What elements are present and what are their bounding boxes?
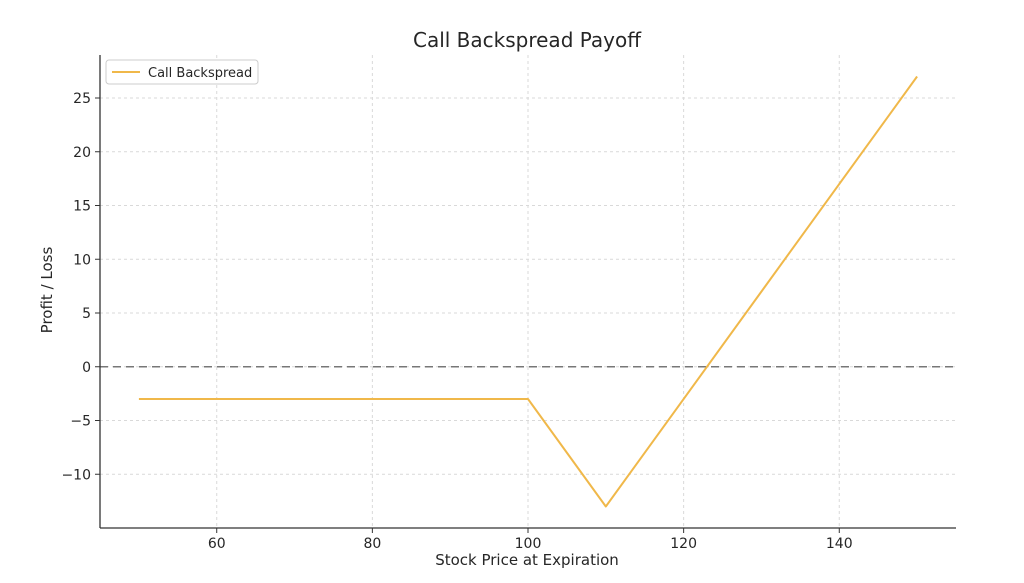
grid-layer <box>100 55 956 528</box>
chart-title: Call Backspread Payoff <box>413 28 642 52</box>
y-tick-label: 10 <box>73 252 91 268</box>
y-tick-label: −10 <box>61 467 91 483</box>
y-axis-label: Profit / Loss <box>38 247 56 334</box>
x-axis-label: Stock Price at Expiration <box>435 551 619 569</box>
series-line-call-backspread <box>138 75 918 508</box>
y-tick-label: 25 <box>73 91 91 107</box>
y-tick-label: −5 <box>70 414 91 430</box>
y-tick-label: 5 <box>82 306 91 322</box>
x-tick-label: 60 <box>208 536 226 552</box>
y-tick-label: 15 <box>73 199 91 215</box>
y-tick-label: 0 <box>82 360 91 376</box>
y-tick-label: 20 <box>73 145 91 161</box>
x-tick-label: 140 <box>826 536 853 552</box>
ticks-layer: 60 80 100 120 140 −10 −5 0 5 10 15 20 25 <box>61 91 852 552</box>
legend-label: Call Backspread <box>148 66 252 81</box>
legend: Call Backspread <box>105 59 259 85</box>
x-tick-label: 80 <box>363 536 381 552</box>
series-layer <box>138 75 918 508</box>
x-tick-label: 100 <box>515 536 542 552</box>
x-tick-label: 120 <box>670 536 697 552</box>
legend-box <box>105 59 259 85</box>
